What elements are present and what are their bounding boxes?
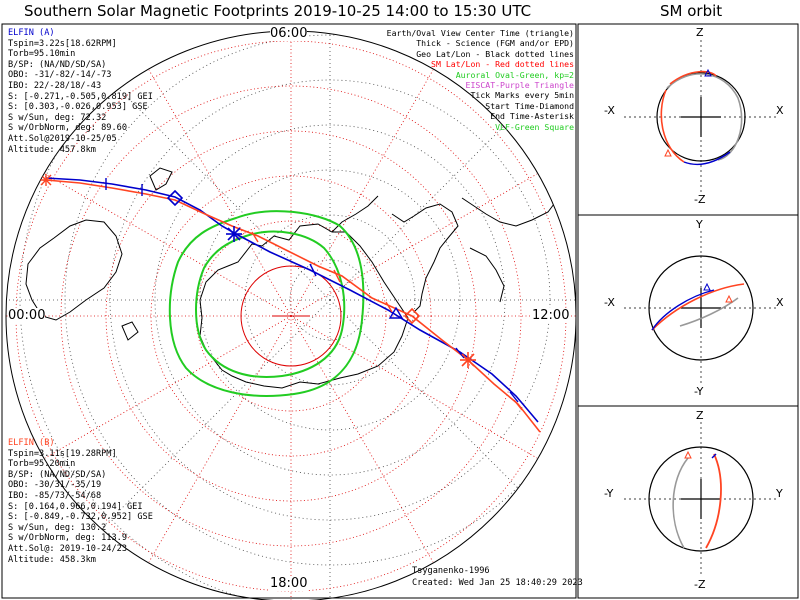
elfin-a-line: OBO: -31/-82/-14/-73 [8, 70, 112, 81]
p1-bottom-label: -Z [694, 193, 706, 206]
elfin-a-line: S: [0.303,-0.026,0.953] GSE [8, 102, 148, 113]
orbit-panel-xy [624, 231, 778, 385]
tasmania [121, 321, 139, 341]
elfin-b-line: IBO: -85/73/-54/68 [8, 490, 102, 501]
elfin-a-line: S w/Sun, deg: 72.32 [8, 112, 107, 123]
elfin-a-name: ELFIN (A) [8, 28, 55, 38]
elfin-b-line: S: [-0.849,-0.732,0.952] GSE [8, 512, 153, 523]
p3-left-label: -Y [604, 487, 614, 500]
elfin-a-line: Tspin=3.22s[18.62RPM] [8, 38, 117, 49]
tick-marks [105, 178, 523, 411]
created-label: Created: Wed Jan 25 18:40:29 2023 [412, 578, 583, 588]
orbit-panel-xz [624, 40, 778, 194]
legend-item: EISCAT-Purple Triangle [465, 80, 574, 91]
legend-item: VLF-Green Square [495, 121, 574, 132]
auroral-ovals [168, 210, 365, 397]
elfin-b-line: Tspin=3.11s[19.28RPM] [8, 448, 117, 459]
p1-top-label: Z [696, 26, 704, 39]
elfin-b-line: Altitude: 458.3km [8, 554, 96, 565]
orbit-panel-yz [624, 422, 778, 576]
elfin-a-line: S: [-0.271,-0.505,0.819] GEI [8, 91, 153, 102]
elfin-b-line: S w/Sun, deg: 130.2 [8, 522, 107, 533]
south-america-coast [391, 203, 459, 313]
p1-right-label: X [776, 104, 784, 117]
elfin-b-line: Torb=95.20min [8, 459, 76, 470]
elfin-b-line: S w/OrbNorm, deg: 113.9 [8, 533, 127, 544]
polar-map [1, 23, 577, 600]
elfin-b-line: S: [0.164,0.966,0.194] GEI [8, 501, 143, 512]
elfin-a-center-triangle [388, 306, 404, 319]
australia-coast [25, 219, 123, 321]
p2-bottom-label: -Y [694, 385, 704, 398]
legend-item: End Time-Asterisk [490, 111, 574, 122]
legend: Earth/Oval View Center Time (triangle) T… [387, 28, 574, 132]
p3-right-label: Y [776, 487, 783, 500]
elfin-a-end-asterisk [226, 226, 242, 242]
legend-item: SM Lat/Lon - Red dotted lines [431, 59, 574, 70]
orbit-title: SM orbit [660, 2, 723, 20]
elfin-b-start-diamond [403, 307, 421, 325]
elfin-a-line: Att.Sol@2019-10-25/05 [8, 133, 117, 144]
elfin-b-line: OBO: -30/31/-35/19 [8, 480, 102, 491]
legend-item: Start Time-Diamond [485, 100, 574, 111]
sm-inner-circle [240, 265, 342, 367]
nz-coast [149, 167, 173, 191]
legend-item: Thick - Science (FGM and/or EPD) [416, 38, 574, 49]
p3-top-label: Z [696, 409, 704, 422]
legend-item: Geo Lat/Lon - Black dotted lines [416, 48, 574, 59]
elfin-a-start-diamond [166, 189, 184, 207]
elfin-a-line: Altitude: 457.8km [8, 144, 96, 155]
elfin-a-line: B/SP: (NA/ND/SD/SA) [8, 59, 107, 70]
elfin-a-track [45, 177, 539, 423]
antarctic-peninsula [331, 195, 379, 233]
antarctica-coast [199, 223, 409, 389]
orbit-panels [577, 23, 799, 599]
orbit-frame [577, 23, 799, 599]
model-label: Tsyganenko-1996 [412, 566, 490, 576]
figure-title: Southern Solar Magnetic Footprints 2019-… [24, 2, 532, 20]
elfin-a-info: ELFIN (A) Tspin=3.22s[18.62RPM] Torb=95.… [8, 28, 153, 155]
elfin-b-info: ELFIN (B) Tspin=3.11s[19.28RPM] Torb=95.… [8, 438, 153, 565]
legend-item: Tick Marks every 5min [470, 90, 574, 101]
geo-grid [6, 31, 576, 600]
p1-left-label: -X [604, 104, 615, 117]
mlt-label-bottom: 18:00 [270, 576, 308, 591]
elfin-a-line: IBO: 22/-28/18/-43 [8, 80, 102, 91]
africa-coast [469, 247, 505, 303]
legend-item: Auroral Oval-Green, kp=2 [455, 69, 574, 80]
mlt-label-left: 00:00 [8, 308, 46, 323]
p2-left-label: -X [604, 296, 615, 309]
p2-right-label: X [776, 296, 784, 309]
elfin-b-name: ELFIN (B) [8, 438, 55, 448]
mlt-label-top: 06:00 [270, 26, 308, 41]
p2-top-label: Y [696, 218, 703, 231]
p3-bottom-label: -Z [694, 578, 706, 591]
elfin-b-end-asterisk [460, 352, 476, 368]
elfin-a-line: S w/OrbNorm, deg: 89.60 [8, 123, 127, 134]
elfin-b-line: B/SP: (NA/ND/SD/SA) [8, 469, 107, 480]
legend-item: Earth/Oval View Center Time (triangle) [386, 28, 574, 38]
elfin-b-start-asterisk [40, 174, 52, 186]
auroral-oval-outer [168, 210, 365, 397]
elfin-b-line: Att.Sol@: 2019-10-24/23 [8, 543, 127, 554]
mlt-label-right: 12:00 [532, 308, 570, 323]
auroral-oval-inner [195, 230, 346, 378]
elfin-a-line: Torb=95.10min [8, 49, 76, 60]
